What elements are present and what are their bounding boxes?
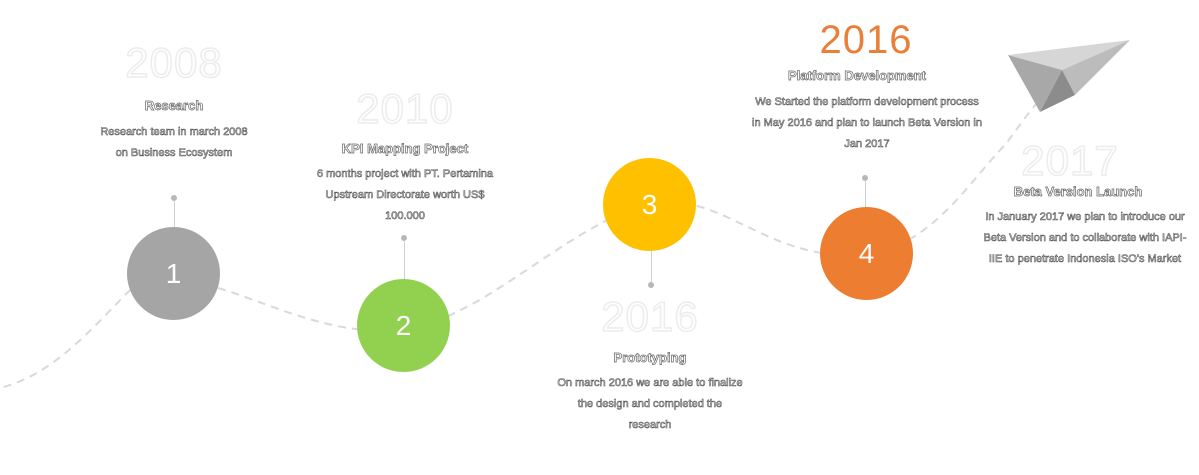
step-circle-4: 4	[820, 207, 913, 300]
paper-plane-icon	[1008, 40, 1130, 112]
year-label-3: 2016	[601, 293, 699, 340]
step-circle-2: 2	[357, 279, 450, 372]
step-number-3: 3	[641, 188, 658, 220]
step-number-1: 1	[165, 257, 182, 289]
step-description-2: 6 months project with PT. Pertamina Upst…	[316, 168, 494, 223]
connector-dot-1	[171, 195, 177, 201]
step-title-4: Platform Development	[788, 68, 927, 84]
step-description-1: Research team in march 2008 on Business …	[100, 126, 248, 160]
step-description-3: On march 2016 we are able to finalize th…	[557, 377, 743, 432]
step-title-2: KPI Mapping Project	[341, 141, 469, 157]
year-label-1: 2008	[125, 39, 223, 86]
connector-line-3	[651, 251, 652, 284]
step-description-4: We Started the platform development proc…	[752, 96, 983, 151]
connector-dot-4	[862, 175, 868, 181]
year-label-5: 2017	[1021, 137, 1119, 184]
year-label-2: 2010	[356, 85, 454, 132]
step-number-4: 4	[858, 237, 875, 269]
step-title-5: Beta Version Launch	[1013, 184, 1143, 200]
step-title-1: Research	[144, 98, 204, 114]
step-circle-1: 1	[127, 227, 220, 320]
step-circle-3: 3	[603, 158, 696, 251]
step-description-5: In January 2017 we plan to introduce our…	[983, 211, 1187, 266]
year-label-4: 2016	[819, 18, 913, 62]
connector-line-2	[404, 240, 405, 280]
connector-line-4	[865, 180, 866, 207]
connector-dot-3	[648, 282, 654, 288]
step-title-3: Prototyping	[613, 350, 687, 366]
connector-line-1	[174, 200, 175, 228]
step-number-2: 2	[395, 309, 412, 341]
connector-dot-2	[401, 235, 407, 241]
